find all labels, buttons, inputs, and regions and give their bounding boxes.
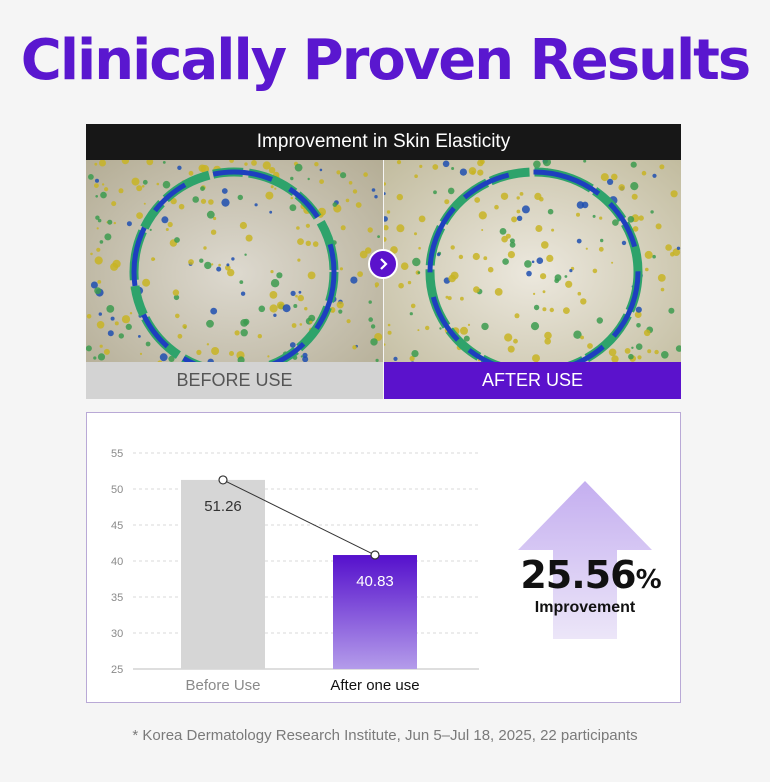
x-category-label: Before Use <box>185 677 260 694</box>
connector-line <box>222 479 376 556</box>
headline: Clinically Proven Results <box>20 28 752 93</box>
connector-point <box>218 475 228 485</box>
y-tick-label: 35 <box>111 592 123 604</box>
y-tick-label: 40 <box>111 556 123 568</box>
y-tick-label: 25 <box>111 664 123 676</box>
chevron-right-icon <box>368 249 398 279</box>
elasticity-chart: 25 30 35 40 45 50 55 51.26 Before Use 40.83 After… <box>86 412 681 703</box>
connector-point <box>370 550 380 560</box>
improvement-unit: % <box>635 565 662 595</box>
skin-scan-panel: Improvement in Skin Elasticity <box>86 124 681 399</box>
y-tick-label: 45 <box>111 520 123 532</box>
bar-value-label: 51.26 <box>204 498 242 515</box>
footnote: * Korea Dermatology Research Institute, … <box>132 727 638 744</box>
before-use-label: BEFORE USE <box>86 362 383 399</box>
bar-1 <box>333 555 417 669</box>
y-tick-label: 50 <box>111 484 123 496</box>
improvement-value: 25.56 <box>520 553 636 597</box>
after-scan-image <box>384 160 681 386</box>
up-arrow-icon <box>518 481 652 639</box>
y-tick-label: 30 <box>111 628 123 640</box>
x-category-label: After one use <box>330 677 419 694</box>
before-scan-image <box>86 160 383 386</box>
after-use-label: AFTER USE <box>384 362 681 399</box>
y-tick-label: 55 <box>111 448 123 460</box>
panel-title: Improvement in Skin Elasticity <box>86 124 681 160</box>
improvement-percent: 25.56% <box>518 553 664 597</box>
improvement-label: Improvement <box>534 599 636 616</box>
bar-value-label: 40.83 <box>356 573 394 590</box>
bar-0 <box>181 479 265 669</box>
